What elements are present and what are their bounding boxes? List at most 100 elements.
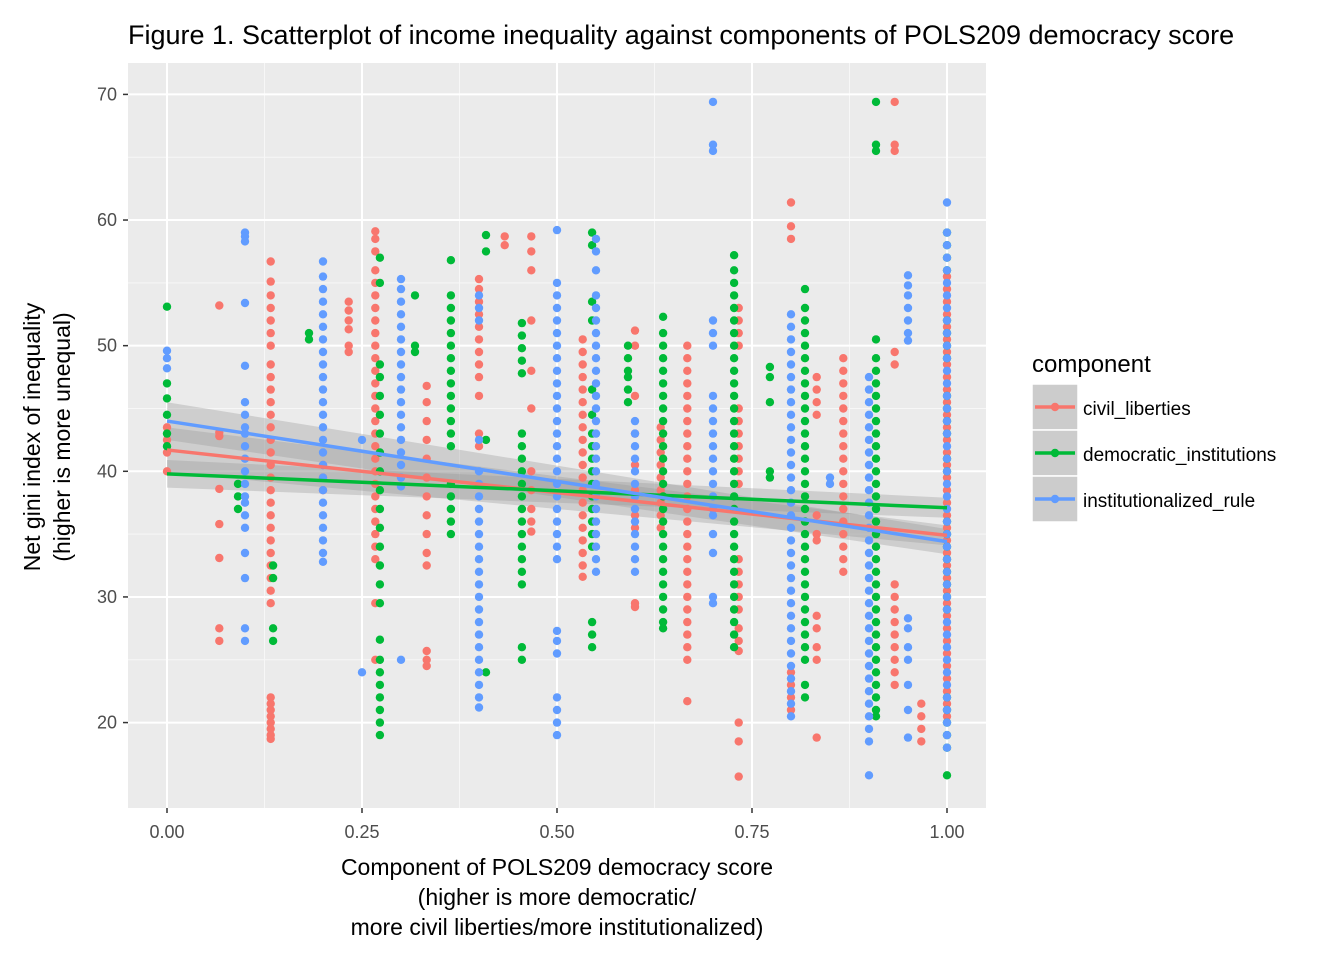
data-point bbox=[942, 479, 952, 489]
data-point bbox=[942, 341, 952, 350]
data-point bbox=[656, 460, 665, 470]
data-point bbox=[864, 486, 874, 495]
data-point bbox=[517, 467, 527, 476]
data-point bbox=[630, 529, 640, 539]
data-point bbox=[396, 297, 406, 306]
data-point bbox=[683, 643, 692, 652]
data-point bbox=[658, 379, 668, 388]
data-point bbox=[517, 492, 527, 501]
data-point bbox=[864, 661, 874, 671]
data-point bbox=[527, 404, 536, 413]
data-point bbox=[658, 479, 668, 489]
data-point bbox=[729, 580, 739, 589]
data-point bbox=[942, 372, 952, 382]
data-point bbox=[266, 724, 275, 734]
data-point bbox=[630, 416, 640, 426]
data-point bbox=[591, 429, 601, 438]
data-point bbox=[474, 655, 484, 664]
data-point bbox=[527, 366, 536, 375]
data-point bbox=[729, 555, 739, 564]
data-point bbox=[864, 712, 874, 721]
data-point bbox=[864, 599, 874, 608]
data-point bbox=[942, 567, 952, 576]
data-point bbox=[371, 404, 380, 413]
data-point bbox=[422, 548, 431, 558]
data-point bbox=[683, 655, 692, 664]
data-point bbox=[786, 423, 796, 432]
data-point bbox=[630, 326, 640, 335]
data-point bbox=[729, 517, 739, 526]
data-point bbox=[658, 467, 668, 476]
data-point bbox=[658, 366, 668, 375]
data-point bbox=[474, 442, 484, 451]
data-point bbox=[786, 649, 796, 658]
data-point bbox=[527, 467, 536, 476]
chart-title: Figure 1. Scatterplot of income inequali… bbox=[128, 20, 1234, 50]
data-point bbox=[591, 555, 601, 564]
data-point bbox=[729, 291, 739, 300]
y-axis-ticks: 20 30 40 50 60 70 bbox=[97, 84, 128, 733]
data-point bbox=[708, 511, 718, 520]
data-point bbox=[552, 379, 562, 388]
x-tick-label: 1.00 bbox=[929, 822, 964, 842]
data-point bbox=[630, 442, 640, 451]
data-point bbox=[474, 303, 484, 313]
data-point bbox=[765, 467, 775, 476]
data-point bbox=[871, 140, 881, 149]
data-point bbox=[871, 580, 881, 589]
data-point bbox=[266, 372, 275, 382]
data-point bbox=[683, 366, 692, 375]
data-point bbox=[371, 529, 380, 539]
data-point bbox=[729, 341, 739, 350]
data-point bbox=[517, 344, 527, 353]
data-point bbox=[942, 404, 952, 413]
data-point bbox=[371, 555, 380, 564]
data-point bbox=[371, 303, 380, 313]
data-point bbox=[729, 467, 739, 476]
data-point bbox=[683, 479, 692, 489]
data-point bbox=[578, 523, 587, 532]
data-point bbox=[800, 379, 810, 388]
data-point bbox=[240, 636, 250, 646]
data-point bbox=[371, 492, 380, 501]
data-point bbox=[942, 699, 952, 708]
data-point bbox=[344, 341, 353, 350]
data-point bbox=[864, 737, 874, 746]
data-point bbox=[786, 586, 796, 595]
confidence-band-democratic-institutions bbox=[167, 459, 947, 518]
data-point bbox=[864, 473, 874, 482]
data-point bbox=[474, 555, 484, 564]
data-point bbox=[552, 291, 562, 300]
legend-key-point bbox=[1050, 494, 1060, 504]
data-point bbox=[800, 429, 810, 438]
data-point bbox=[517, 567, 527, 576]
data-point bbox=[422, 646, 431, 656]
data-point bbox=[942, 743, 952, 752]
data-point bbox=[266, 341, 275, 350]
y-tick-label: 40 bbox=[97, 461, 117, 481]
data-point bbox=[800, 630, 810, 639]
x-axis-title-line-1: Component of POLS209 democracy score bbox=[341, 854, 773, 880]
data-point bbox=[656, 511, 665, 520]
data-point bbox=[942, 668, 952, 677]
data-point bbox=[658, 504, 668, 514]
data-point bbox=[375, 486, 385, 495]
data-point bbox=[396, 435, 406, 445]
data-point bbox=[786, 523, 796, 532]
data-point bbox=[474, 310, 484, 319]
data-point bbox=[578, 347, 587, 357]
data-point bbox=[375, 718, 385, 727]
data-point bbox=[800, 492, 810, 501]
data-point bbox=[474, 617, 484, 627]
y-axis-title-line-1: Net gini index of inequality bbox=[19, 302, 45, 571]
data-point bbox=[786, 668, 796, 677]
data-point bbox=[396, 335, 406, 344]
data-point bbox=[871, 354, 881, 363]
data-point bbox=[552, 529, 562, 539]
data-point bbox=[683, 605, 692, 614]
data-point bbox=[422, 416, 431, 426]
data-point bbox=[839, 454, 848, 463]
data-point bbox=[591, 247, 601, 256]
data-point bbox=[517, 356, 527, 365]
